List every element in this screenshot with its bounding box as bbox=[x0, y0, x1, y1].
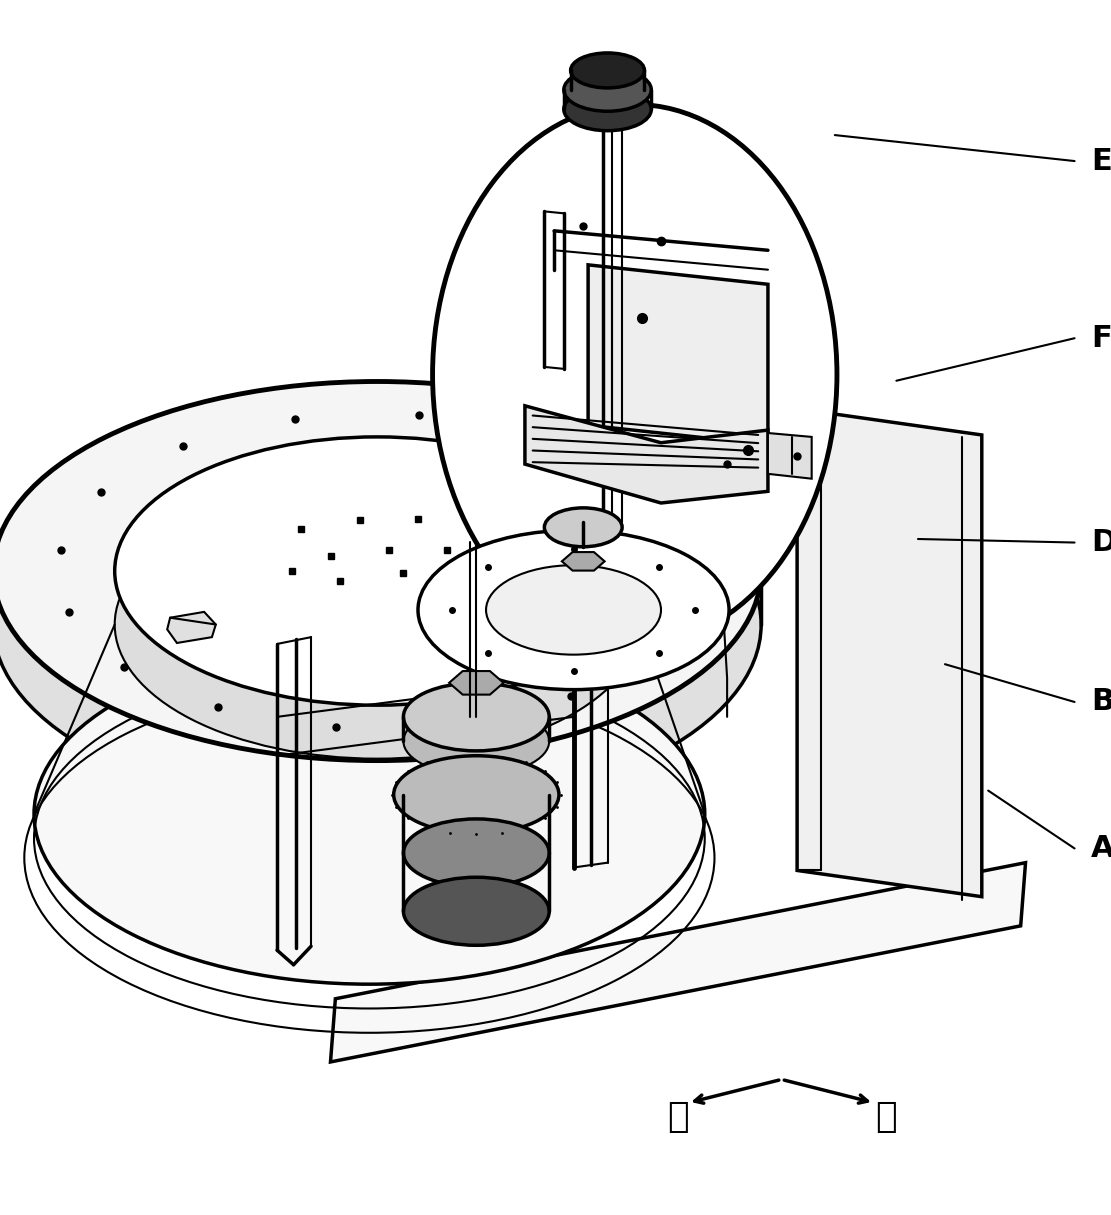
Ellipse shape bbox=[403, 707, 549, 775]
Ellipse shape bbox=[403, 877, 549, 945]
Ellipse shape bbox=[0, 435, 761, 814]
Ellipse shape bbox=[432, 104, 837, 645]
Polygon shape bbox=[562, 552, 604, 571]
Text: A: A bbox=[1091, 833, 1111, 863]
Ellipse shape bbox=[114, 437, 640, 705]
Polygon shape bbox=[797, 408, 982, 897]
Text: E: E bbox=[1091, 147, 1111, 175]
Ellipse shape bbox=[544, 508, 622, 547]
Polygon shape bbox=[449, 671, 503, 695]
Ellipse shape bbox=[0, 382, 761, 761]
Polygon shape bbox=[167, 612, 216, 643]
Polygon shape bbox=[330, 863, 1025, 1062]
Text: F: F bbox=[1091, 323, 1111, 352]
Text: 后: 后 bbox=[668, 1100, 689, 1134]
Ellipse shape bbox=[393, 756, 559, 833]
Ellipse shape bbox=[403, 819, 549, 887]
Ellipse shape bbox=[114, 491, 640, 758]
Polygon shape bbox=[768, 433, 812, 479]
Ellipse shape bbox=[486, 565, 661, 655]
Ellipse shape bbox=[418, 530, 729, 690]
Ellipse shape bbox=[571, 53, 644, 87]
Ellipse shape bbox=[403, 683, 549, 751]
Ellipse shape bbox=[563, 68, 651, 112]
Polygon shape bbox=[588, 265, 768, 445]
Text: 右: 右 bbox=[874, 1100, 897, 1134]
Text: D: D bbox=[1091, 529, 1111, 556]
Ellipse shape bbox=[34, 644, 704, 984]
Ellipse shape bbox=[563, 87, 651, 131]
Polygon shape bbox=[524, 406, 768, 503]
Text: B: B bbox=[1091, 688, 1111, 717]
